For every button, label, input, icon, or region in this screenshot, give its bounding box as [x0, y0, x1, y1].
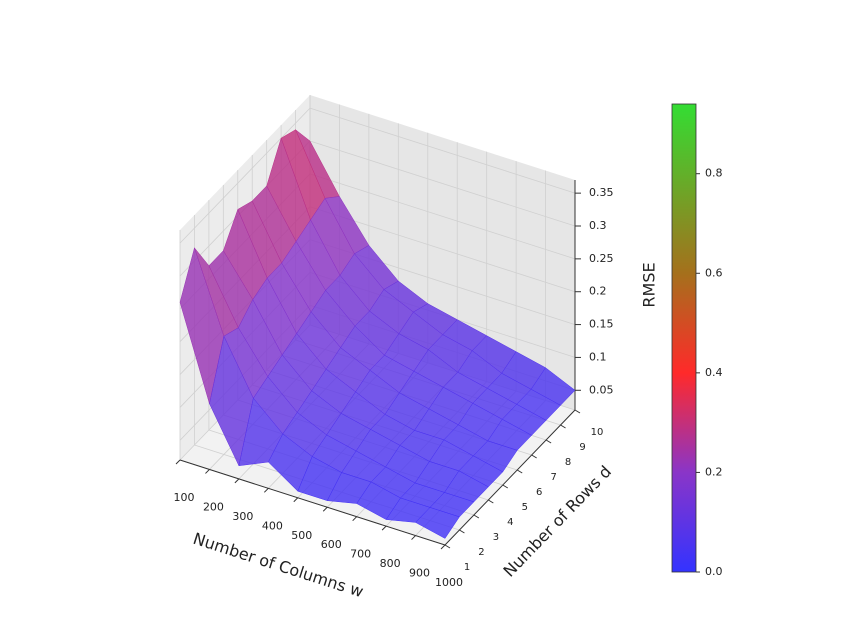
- z-tick-label: 0.35: [589, 186, 614, 199]
- colorbar-tick-label: 0.4: [705, 366, 723, 379]
- grid-line: [309, 107, 576, 194]
- y-tick: [545, 439, 552, 444]
- x-tick: [234, 478, 240, 484]
- y-tick: [488, 499, 494, 504]
- y-tick-label: 5: [522, 502, 528, 513]
- y-tick-label: 8: [565, 457, 571, 468]
- x-tick-label: 100: [174, 491, 195, 504]
- x-tick: [322, 506, 328, 512]
- x-tick: [440, 544, 446, 550]
- y-tick: [502, 484, 509, 489]
- x-tick-label: 1000: [435, 576, 463, 589]
- x-tick: [411, 535, 416, 540]
- x-tick: [293, 497, 299, 503]
- colorbar-tick-label: 0.2: [705, 465, 723, 478]
- grid-line: [179, 107, 311, 244]
- z-axis-label: RMSE: [640, 262, 659, 307]
- x-tick-label: 200: [203, 500, 224, 513]
- x-tick: [381, 525, 387, 531]
- y-tick: [531, 454, 537, 459]
- surface-patch: [415, 507, 460, 539]
- z-tick-label: 0.3: [589, 219, 607, 232]
- y-tick: [473, 514, 480, 519]
- y-tick-label: 3: [493, 532, 499, 543]
- z-tick-label: 0.15: [589, 318, 614, 331]
- y-tick-label: 4: [507, 517, 513, 528]
- x-tick: [263, 487, 269, 493]
- x-tick: [205, 469, 210, 474]
- z-tick-label: 0.2: [589, 285, 607, 298]
- x-tick: [175, 459, 181, 465]
- y-tick-label: 10: [591, 427, 604, 438]
- axis-line: [179, 459, 446, 546]
- colorbar: [671, 103, 697, 573]
- x-tick-label: 500: [291, 529, 312, 542]
- colorbar-tick-label: 0.6: [705, 266, 723, 279]
- y-tick-label: 6: [536, 487, 542, 498]
- colorbar-tick-label: 0.0: [705, 565, 723, 578]
- x-tick-label: 400: [262, 519, 283, 532]
- y-tick: [560, 424, 566, 429]
- x-tick-label: 300: [232, 510, 253, 523]
- y-tick-label: 2: [478, 547, 484, 558]
- z-tick-label: 0.05: [589, 383, 614, 396]
- y-tick-label: 7: [550, 472, 556, 483]
- y-tick-label: 9: [579, 442, 585, 453]
- y-tick: [574, 409, 581, 414]
- y-tick-label: 1: [464, 562, 470, 573]
- x-tick-label: 700: [350, 548, 371, 561]
- colorbar-tick-label: 0.8: [705, 167, 723, 180]
- y-tick: [444, 544, 451, 549]
- y-tick: [516, 469, 523, 474]
- x-tick-label: 900: [409, 567, 430, 580]
- x-tick: [352, 516, 358, 522]
- z-tick-label: 0.25: [589, 252, 614, 265]
- x-tick-label: 600: [321, 538, 342, 551]
- x-tick-label: 800: [380, 557, 401, 570]
- y-tick: [459, 529, 465, 534]
- z-tick-label: 0.1: [589, 350, 607, 363]
- y-axis-label: Number of Rows d: [499, 462, 615, 581]
- grid-line: [309, 173, 576, 260]
- grid-line: [309, 140, 576, 227]
- axis-line: [444, 409, 576, 546]
- surface: [179, 129, 576, 539]
